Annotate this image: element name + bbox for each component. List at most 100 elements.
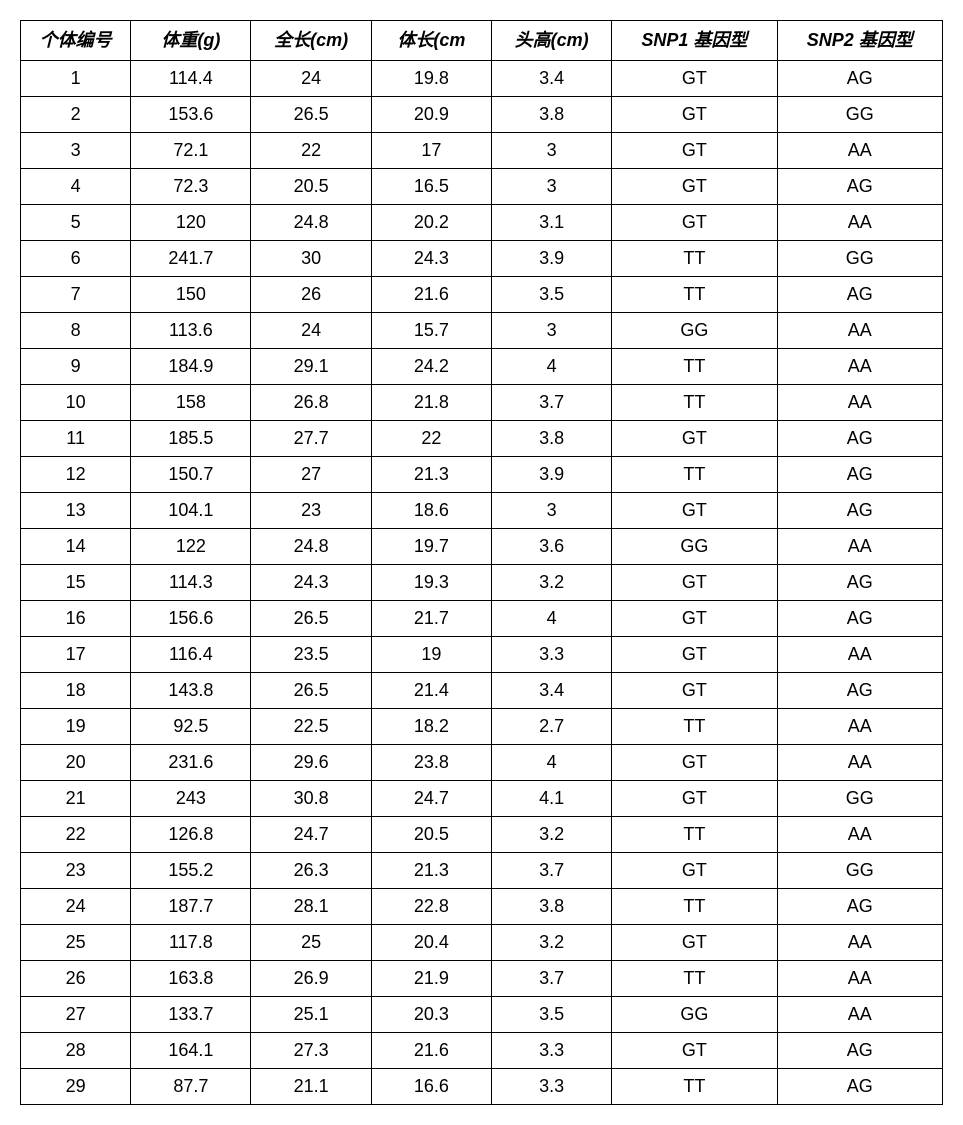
table-cell: 184.9 [131,349,251,385]
table-cell: AG [777,277,942,313]
table-cell: AG [777,169,942,205]
table-cell: 3.8 [491,421,611,457]
table-cell: TT [612,817,777,853]
table-row: 472.320.516.53GTAG [21,169,943,205]
table-cell: 24.2 [371,349,491,385]
table-cell: 150 [131,277,251,313]
table-cell: 5 [21,205,131,241]
table-cell: 23 [251,493,371,529]
table-cell: 150.7 [131,457,251,493]
table-cell: 25 [21,925,131,961]
table-cell: 16.5 [371,169,491,205]
table-cell: 26.5 [251,97,371,133]
table-row: 512024.820.23.1GTAA [21,205,943,241]
table-cell: 13 [21,493,131,529]
table-row: 12150.72721.33.9TTAG [21,457,943,493]
table-cell: 187.7 [131,889,251,925]
table-cell: 3.6 [491,529,611,565]
table-cell: 29 [21,1069,131,1105]
table-cell: 122 [131,529,251,565]
table-cell: 92.5 [131,709,251,745]
table-row: 2124330.824.74.1GTGG [21,781,943,817]
table-cell: 72.1 [131,133,251,169]
table-cell: 23.8 [371,745,491,781]
table-cell: 120 [131,205,251,241]
table-cell: 3.2 [491,817,611,853]
table-cell: TT [612,709,777,745]
table-cell: TT [612,241,777,277]
table-cell: 19.7 [371,529,491,565]
table-cell: 23.5 [251,637,371,673]
header-row: 个体编号 体重(g) 全长(cm) 体长(cm 头高(cm) SNP1 基因型 … [21,21,943,61]
table-cell: 18.6 [371,493,491,529]
table-cell: 21.6 [371,277,491,313]
table-cell: 4 [491,745,611,781]
table-cell: GG [612,997,777,1033]
table-cell: 241.7 [131,241,251,277]
table-body: 1114.42419.83.4GTAG2153.626.520.93.8GTGG… [21,61,943,1105]
table-cell: 114.3 [131,565,251,601]
table-cell: 20.5 [371,817,491,853]
table-cell: 24.7 [371,781,491,817]
table-row: 24187.728.122.83.8TTAG [21,889,943,925]
table-cell: 24 [21,889,131,925]
table-cell: 3.2 [491,925,611,961]
table-cell: GT [612,781,777,817]
table-cell: AG [777,493,942,529]
table-cell: 126.8 [131,817,251,853]
table-cell: 3.9 [491,457,611,493]
table-cell: 114.4 [131,61,251,97]
table-cell: 23 [21,853,131,889]
table-cell: 22.8 [371,889,491,925]
table-cell: 17 [21,637,131,673]
table-cell: 20 [21,745,131,781]
table-cell: 3 [491,133,611,169]
table-cell: 18 [21,673,131,709]
table-cell: 158 [131,385,251,421]
col-header-snp2: SNP2 基因型 [777,21,942,61]
table-cell: AA [777,529,942,565]
table-row: 372.122173GTAA [21,133,943,169]
table-cell: AG [777,457,942,493]
table-row: 71502621.63.5TTAG [21,277,943,313]
table-cell: 24.8 [251,529,371,565]
table-cell: 113.6 [131,313,251,349]
table-cell: AA [777,313,942,349]
table-cell: 3.3 [491,1069,611,1105]
table-cell: AG [777,61,942,97]
table-row: 26163.826.921.93.7TTAA [21,961,943,997]
table-cell: 22.5 [251,709,371,745]
table-cell: 3 [491,493,611,529]
table-cell: 3.8 [491,97,611,133]
table-row: 28164.127.321.63.3GTAG [21,1033,943,1069]
table-cell: 20.4 [371,925,491,961]
table-row: 25117.82520.43.2GTAA [21,925,943,961]
table-cell: GG [777,781,942,817]
table-row: 22126.824.720.53.2TTAA [21,817,943,853]
table-cell: 2 [21,97,131,133]
table-cell: 3.7 [491,853,611,889]
table-cell: 21.3 [371,457,491,493]
table-cell: 1 [21,61,131,97]
table-cell: GG [612,313,777,349]
table-cell: 10 [21,385,131,421]
table-cell: 20.3 [371,997,491,1033]
table-cell: 8 [21,313,131,349]
table-cell: 30 [251,241,371,277]
table-cell: 26.8 [251,385,371,421]
table-cell: 243 [131,781,251,817]
table-cell: 133.7 [131,997,251,1033]
table-cell: 3.1 [491,205,611,241]
table-cell: GT [612,673,777,709]
table-cell: 24.3 [371,241,491,277]
table-cell: 21.4 [371,673,491,709]
table-cell: AA [777,709,942,745]
table-cell: GT [612,205,777,241]
table-cell: 25 [251,925,371,961]
table-cell: 3 [491,313,611,349]
table-cell: 19 [371,637,491,673]
table-cell: 15 [21,565,131,601]
table-cell: 26.5 [251,673,371,709]
table-cell: 27.7 [251,421,371,457]
table-cell: 20.5 [251,169,371,205]
